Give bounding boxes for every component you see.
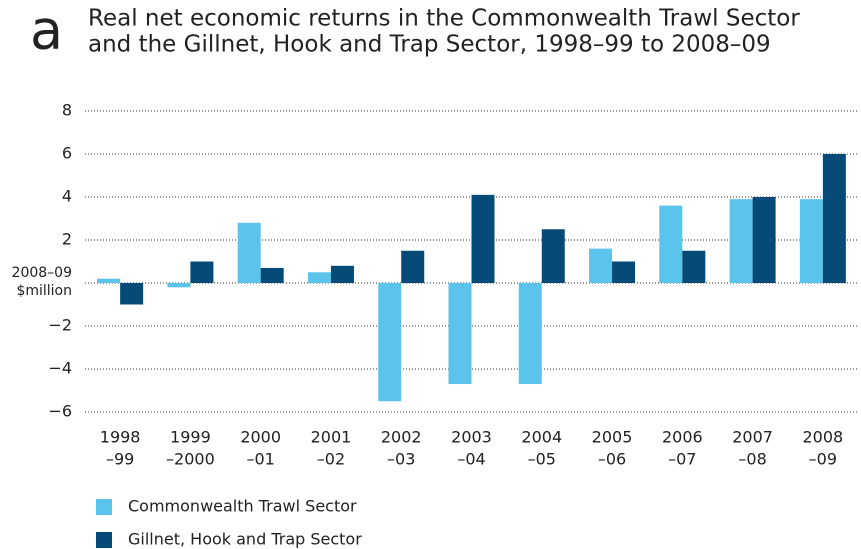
bar: [659, 205, 683, 283]
x-tick-label: 2005: [592, 428, 633, 447]
x-tick-label: 2006: [662, 428, 703, 447]
x-tick-label: –2000: [166, 450, 215, 469]
x-tick-label: –08: [738, 450, 766, 469]
y-axis-label: 2008–09: [12, 265, 72, 281]
y-axis-label: $million: [16, 283, 72, 299]
bar: [822, 154, 846, 283]
bar: [471, 194, 495, 283]
y-tick-label: 8: [62, 101, 72, 120]
x-tick-label: 2007: [732, 428, 773, 447]
y-tick-label: −2: [48, 316, 72, 335]
panel-label: a: [30, 0, 63, 62]
x-tick-label: 2004: [521, 428, 562, 447]
x-tick-label: 1999: [170, 428, 211, 447]
y-tick-label: 2: [62, 230, 72, 249]
bar: [330, 265, 354, 283]
legend-label: Gillnet, Hook and Trap Sector: [128, 530, 362, 549]
x-tick-label: –07: [668, 450, 696, 469]
bar: [612, 261, 636, 283]
bar: [260, 267, 284, 283]
bar: [307, 272, 331, 283]
bar: [799, 199, 823, 283]
x-tick-label: –03: [387, 450, 415, 469]
x-tick-label: –04: [457, 450, 485, 469]
chart-title: Real net economic returns in the Commonw…: [88, 6, 800, 32]
bar: [120, 283, 144, 305]
bar: [237, 222, 261, 283]
y-tick-label: −6: [48, 402, 72, 421]
bar: [518, 283, 542, 385]
bar: [448, 283, 472, 385]
y-tick-label: 4: [62, 187, 72, 206]
bar: [97, 278, 121, 283]
bar: [190, 261, 214, 283]
x-tick-label: –05: [528, 450, 556, 469]
bar: [682, 250, 706, 283]
x-tick-label: –01: [247, 450, 275, 469]
x-tick-label: –06: [598, 450, 626, 469]
x-tick-label: 1998: [100, 428, 141, 447]
x-tick-label: 2001: [311, 428, 352, 447]
x-tick-label: 2002: [381, 428, 422, 447]
x-tick-label: 2000: [240, 428, 281, 447]
y-tick-label: 6: [62, 144, 72, 163]
legend-swatch: [96, 532, 112, 548]
x-tick-label: –02: [317, 450, 345, 469]
bar: [401, 250, 425, 283]
bar: [378, 283, 402, 402]
x-tick-label: 2003: [451, 428, 492, 447]
y-tick-label: −4: [48, 359, 72, 378]
legend-label: Commonwealth Trawl Sector: [128, 497, 357, 516]
bar: [167, 283, 191, 288]
bar: [541, 229, 565, 283]
x-tick-label: 2008: [803, 428, 844, 447]
chart-title: and the Gillnet, Hook and Trap Sector, 1…: [88, 32, 771, 58]
bar: [729, 199, 753, 283]
x-tick-label: –09: [809, 450, 837, 469]
bar: [752, 197, 776, 283]
x-tick-label: –99: [106, 450, 134, 469]
bar: [589, 248, 613, 283]
legend-swatch: [96, 499, 112, 515]
